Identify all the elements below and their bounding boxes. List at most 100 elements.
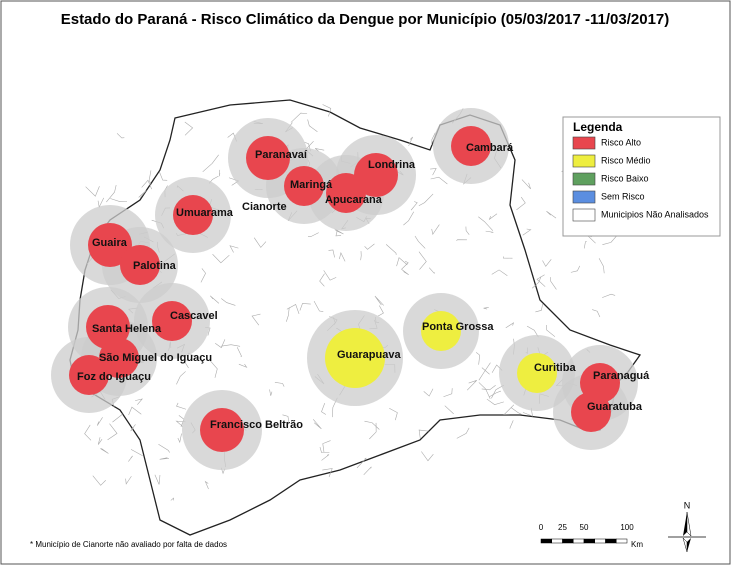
municipal-border xyxy=(481,367,490,375)
municipal-border xyxy=(313,301,324,312)
map-title: Estado do Paraná - Risco Climático da De… xyxy=(61,11,670,28)
risk-circle xyxy=(284,166,324,206)
municipal-border xyxy=(116,133,125,139)
city-label: Cianorte xyxy=(242,201,287,213)
municipal-border xyxy=(229,245,239,253)
municipal-border xyxy=(221,298,236,306)
city-label: Guaira xyxy=(92,237,128,249)
risk-circle xyxy=(246,136,290,180)
municipal-border xyxy=(476,352,481,365)
risk-circle xyxy=(99,338,139,378)
city-label: Paranavaí xyxy=(255,149,308,161)
municipal-border xyxy=(110,198,128,203)
city-label: Guarapuava xyxy=(337,349,401,361)
municipal-border xyxy=(321,403,326,415)
municipal-border xyxy=(478,362,491,381)
municipal-border xyxy=(431,224,440,235)
municipal-border xyxy=(323,270,337,281)
municipal-border xyxy=(511,407,522,415)
municipal-border xyxy=(112,413,123,423)
legend-swatch xyxy=(572,190,596,204)
city-label: São Miguel do Iguaçu xyxy=(99,352,212,364)
municipal-border xyxy=(583,241,587,249)
municipal-border xyxy=(334,228,344,235)
scale-label: 50 xyxy=(580,523,589,532)
scale-segment xyxy=(540,538,552,544)
legend-swatch xyxy=(572,154,596,168)
municipal-border xyxy=(356,457,367,469)
municipal-border xyxy=(369,422,377,440)
municipal-border xyxy=(430,176,448,185)
municipal-border xyxy=(592,309,601,318)
risk-circle xyxy=(152,301,192,341)
municipal-border xyxy=(443,388,453,398)
municipal-border xyxy=(251,313,261,326)
municipal-border xyxy=(328,249,335,258)
municipal-border xyxy=(307,232,319,237)
municipal-border xyxy=(176,402,187,410)
municipal-border xyxy=(212,253,230,264)
municipal-border xyxy=(299,303,311,311)
scale-segment xyxy=(583,538,595,544)
city-label: Santa Helena xyxy=(92,323,162,335)
city-label: Curitiba xyxy=(534,362,576,374)
city-label: Cascavel xyxy=(170,310,218,322)
municipal-border xyxy=(522,228,532,236)
risk-circle xyxy=(451,126,491,166)
municipal-border xyxy=(428,267,435,275)
risk-circle xyxy=(88,223,132,267)
city-label: Ponta Grossa xyxy=(422,321,494,333)
municipal-border xyxy=(488,390,502,398)
municipal-border xyxy=(97,437,103,445)
scale-label: 100 xyxy=(620,523,634,532)
city-label: Apucarana xyxy=(325,194,383,206)
risk-circle xyxy=(326,173,366,213)
municipal-border xyxy=(389,407,398,421)
city-label: Umuarama xyxy=(176,207,234,219)
municipal-border xyxy=(236,347,243,357)
legend-swatch xyxy=(572,208,596,222)
municipal-border xyxy=(444,405,454,414)
municipal-border xyxy=(505,322,515,329)
municipal-border xyxy=(421,451,434,462)
footnote: * Município de Cianorte não avaliado por… xyxy=(30,540,227,549)
city-label: Guaratuba xyxy=(587,401,643,413)
municipal-border xyxy=(210,295,220,304)
municipal-border xyxy=(418,193,434,206)
municipal-border xyxy=(84,424,92,441)
north-arrow: N xyxy=(668,500,706,553)
municipal-border xyxy=(286,304,300,314)
municipal-border xyxy=(183,360,189,369)
municipal-border xyxy=(125,476,132,485)
municipal-border xyxy=(100,448,109,454)
municipal-border xyxy=(481,385,496,391)
scale-label: 0 xyxy=(539,523,544,532)
municipal-border xyxy=(175,420,186,427)
municipal-border xyxy=(215,339,226,349)
risk-circle xyxy=(120,245,160,285)
municipal-border xyxy=(360,251,362,261)
municipal-border xyxy=(491,269,508,276)
municipal-border xyxy=(339,252,346,262)
risk-circle xyxy=(421,311,461,351)
municipal-border xyxy=(85,186,100,197)
municipal-border xyxy=(106,184,117,203)
municipal-border xyxy=(486,398,504,405)
scale-segment xyxy=(551,538,563,544)
municipal-border xyxy=(176,371,186,385)
municipal-border xyxy=(516,196,526,211)
municipal-border xyxy=(274,382,285,387)
scale-label: 25 xyxy=(558,523,567,532)
municipal-border xyxy=(546,210,557,219)
municipal-border xyxy=(363,466,372,475)
municipal-border xyxy=(148,170,152,186)
scale-segment xyxy=(594,538,606,544)
legend-label: Municipios Não Analisados xyxy=(601,209,709,219)
municipal-border xyxy=(502,256,513,259)
municipal-border xyxy=(322,468,333,478)
municipal-border xyxy=(335,230,342,237)
municipal-border xyxy=(141,179,152,190)
municipal-border xyxy=(159,172,168,181)
municipal-border xyxy=(130,424,136,432)
legend-swatch xyxy=(572,172,596,186)
